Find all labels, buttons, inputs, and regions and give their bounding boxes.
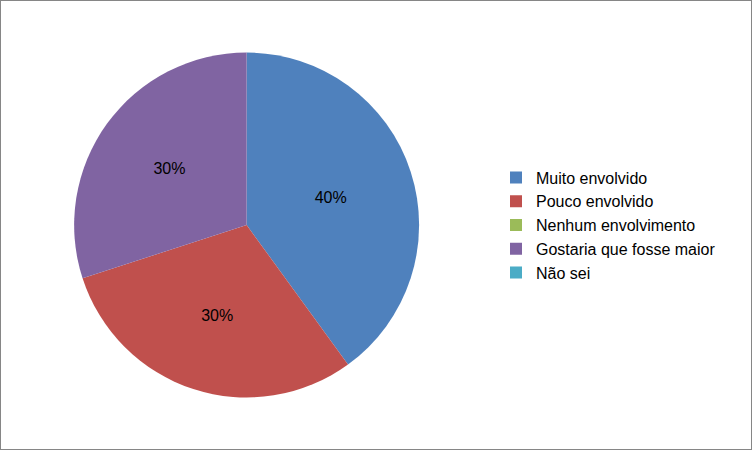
svg-text:Gostaria que fosse maior: Gostaria que fosse maior [536,241,715,258]
svg-text:Não sei: Não sei [536,265,590,282]
svg-text:Nenhum envolvimento: Nenhum envolvimento [536,217,695,234]
svg-text:40%: 40% [315,189,347,206]
svg-text:Pouco envolvido: Pouco envolvido [536,193,654,210]
svg-text:30%: 30% [153,160,185,177]
svg-text:Muito envolvido: Muito envolvido [536,170,647,187]
svg-text:30%: 30% [201,307,233,324]
